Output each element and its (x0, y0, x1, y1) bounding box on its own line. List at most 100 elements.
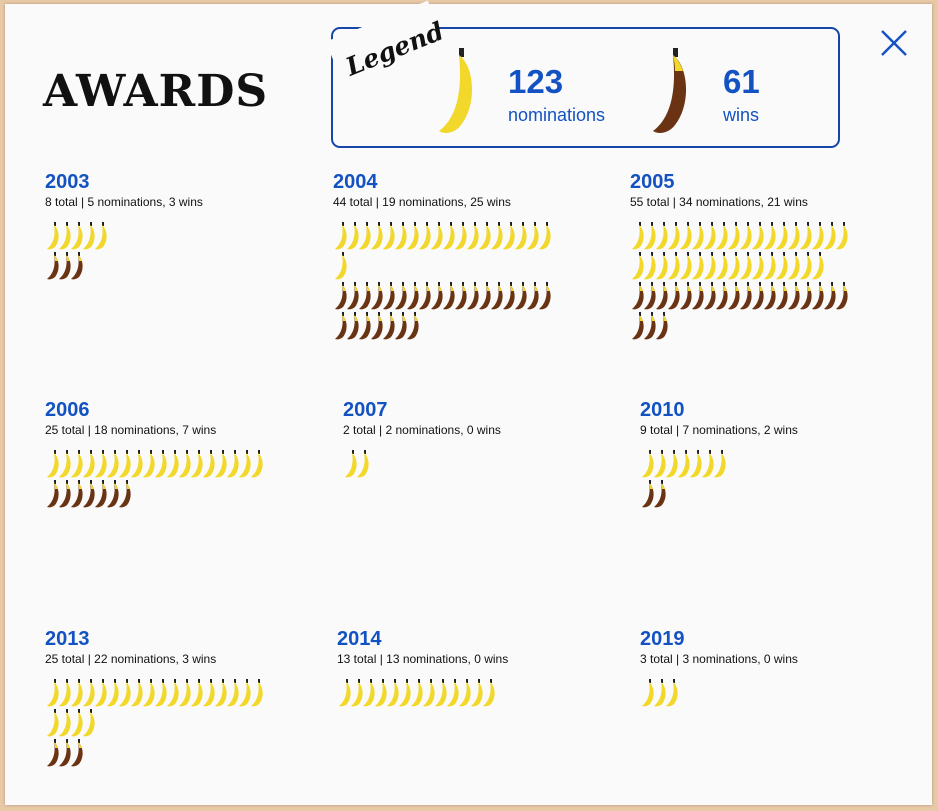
yellow-banana-icon (131, 679, 143, 707)
yellow-banana-icon (203, 679, 215, 707)
legend-box: Legend 123 nominations 61 wins (325, 0, 840, 148)
yellow-banana-icon (395, 222, 407, 250)
wins-row (333, 282, 551, 312)
yellow-banana-icon (764, 222, 776, 250)
yellow-banana-icon (155, 450, 167, 478)
brown-banana-icon (335, 312, 347, 340)
nominations-row (640, 679, 798, 709)
brown-banana-icon (359, 282, 371, 310)
awards-modal: AWARDS Legend 123 nominations 61 wins 20… (5, 0, 932, 805)
year-block-2003: 2003 8 total | 5 nominations, 3 wins (45, 172, 203, 282)
brown-banana-icon (740, 282, 752, 310)
year-summary: 3 total | 3 nominations, 0 wins (640, 652, 798, 666)
yellow-banana-icon (251, 450, 263, 478)
yellow-banana-icon (107, 450, 119, 478)
yellow-banana-icon (752, 222, 764, 250)
yellow-banana-icon (107, 679, 119, 707)
yellow-banana-icon (702, 450, 714, 478)
brown-banana-icon (479, 282, 491, 310)
wins-row (45, 252, 203, 282)
yellow-banana-icon (83, 679, 95, 707)
yellow-banana-icon (47, 679, 59, 707)
yellow-banana-icon (740, 252, 752, 280)
brown-banana-icon (642, 480, 654, 508)
nominations-label: nominations (508, 105, 606, 125)
yellow-banana-icon (455, 222, 467, 250)
yellow-banana-icon (716, 222, 728, 250)
yellow-banana-icon (71, 450, 83, 478)
banana-icons (343, 450, 501, 480)
yellow-banana-icon (383, 222, 395, 250)
year-title: 2007 (343, 399, 388, 421)
wins-row (630, 282, 848, 312)
yellow-banana-icon (642, 450, 654, 478)
yellow-banana-icon (191, 679, 203, 707)
yellow-banana-icon (95, 679, 107, 707)
brown-banana-icon (335, 282, 347, 310)
yellow-banana-icon (423, 679, 435, 707)
yellow-banana-icon (483, 679, 495, 707)
nominations-row (45, 679, 263, 709)
yellow-banana-icon (227, 679, 239, 707)
yellow-banana-icon (459, 679, 471, 707)
yellow-banana-icon (47, 709, 59, 737)
yellow-banana-icon (728, 252, 740, 280)
brown-banana-icon (716, 282, 728, 310)
brown-banana-icon (383, 312, 395, 340)
brown-banana-icon (527, 282, 539, 310)
brown-banana-icon (704, 282, 716, 310)
yellow-banana-icon (215, 450, 227, 478)
yellow-banana-icon (143, 679, 155, 707)
brown-banana-icon (656, 312, 668, 340)
brown-banana-icon (71, 739, 83, 767)
nominations-row (343, 450, 501, 480)
year-block-2006: 2006 25 total | 18 nominations, 7 wins (45, 400, 263, 510)
brown-banana-icon (419, 282, 431, 310)
year-summary: 13 total | 13 nominations, 0 wins (337, 652, 509, 666)
nominations-row (337, 679, 508, 709)
brown-banana-icon (680, 282, 692, 310)
yellow-banana-icon (119, 679, 131, 707)
yellow-banana-icon (656, 222, 668, 250)
wins-row (333, 312, 549, 342)
brown-banana-icon (119, 480, 131, 508)
yellow-banana-icon (227, 450, 239, 478)
yellow-banana-icon (692, 222, 704, 250)
yellow-banana-icon (439, 48, 473, 133)
yellow-banana-icon (119, 450, 131, 478)
year-title: 2003 (45, 171, 90, 193)
year-summary: 2 total | 2 nominations, 0 wins (343, 423, 501, 437)
wins-label: wins (723, 105, 760, 125)
yellow-banana-icon (239, 450, 251, 478)
yellow-banana-icon (812, 252, 824, 280)
yellow-banana-icon (728, 222, 740, 250)
yellow-banana-icon (776, 222, 788, 250)
close-button[interactable] (879, 28, 909, 58)
nominations-row (45, 709, 261, 739)
yellow-banana-icon (479, 222, 491, 250)
brown-banana-icon (407, 282, 419, 310)
brown-banana-icon (47, 480, 59, 508)
year-block-2014: 2014 13 total | 13 nominations, 0 wins (337, 629, 508, 709)
brown-banana-icon (491, 282, 503, 310)
yellow-banana-icon (357, 450, 369, 478)
yellow-banana-icon (642, 679, 654, 707)
year-title: 2019 (640, 628, 685, 650)
year-summary: 25 total | 18 nominations, 7 wins (45, 423, 217, 437)
brown-banana-icon (59, 252, 71, 280)
yellow-banana-icon (345, 450, 357, 478)
yellow-banana-icon (95, 222, 107, 250)
wins-count: 61 (723, 63, 760, 100)
year-title: 2013 (45, 628, 90, 650)
yellow-banana-icon (71, 679, 83, 707)
year-summary: 25 total | 22 nominations, 3 wins (45, 652, 217, 666)
yellow-banana-icon (339, 679, 351, 707)
yellow-banana-icon (824, 222, 836, 250)
yellow-banana-icon (59, 679, 71, 707)
yellow-banana-icon (752, 252, 764, 280)
brown-banana-icon (107, 480, 119, 508)
brown-banana-icon (347, 312, 359, 340)
yellow-banana-icon (251, 679, 263, 707)
year-title: 2014 (337, 628, 382, 650)
yellow-banana-icon (812, 222, 824, 250)
